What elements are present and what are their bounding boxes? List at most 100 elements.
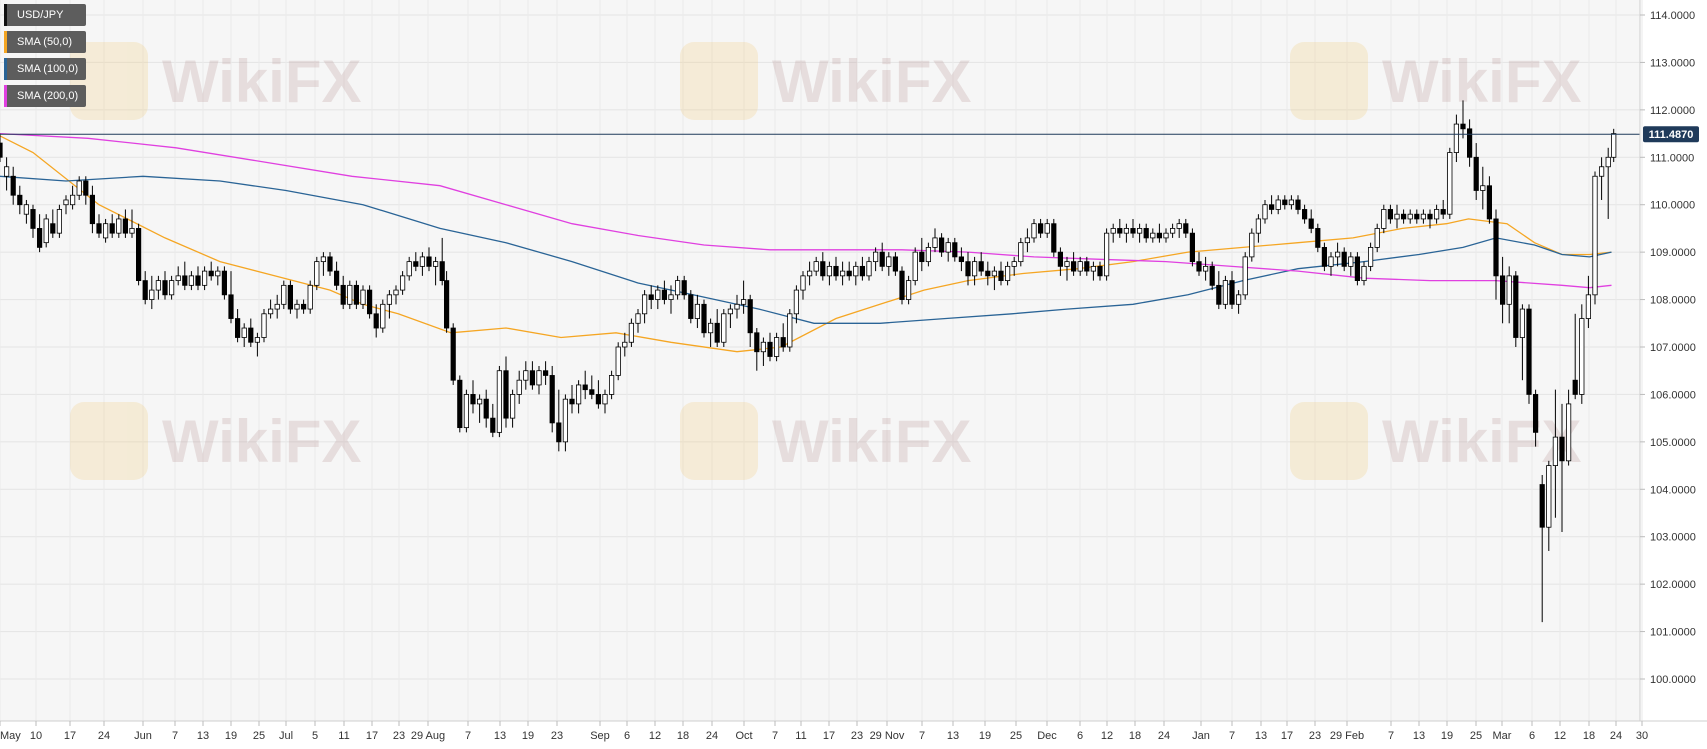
candle-body-up <box>840 270 846 277</box>
candle <box>1533 389 1539 447</box>
candle-body-up <box>56 209 63 234</box>
x-tick-label: Sep <box>590 730 610 742</box>
candle-body-up <box>516 379 522 395</box>
candle-body-down <box>1473 156 1479 191</box>
candle <box>1302 204 1308 224</box>
watermark-text: WikiFX <box>1382 408 1581 475</box>
legend-item-sma-50[interactable]: SMA (50,0) <box>4 31 87 53</box>
y-tick-label: 114.0000 <box>1650 10 1695 22</box>
x-tick-label: 18 <box>1129 730 1141 742</box>
candle-body-up <box>399 275 406 291</box>
candle <box>1090 261 1096 281</box>
candle-body-up <box>1611 133 1617 158</box>
watermark-badge <box>70 402 148 480</box>
candle-body-up <box>43 218 49 244</box>
watermark-badge <box>680 402 758 480</box>
candle <box>1018 237 1024 267</box>
candle-body-down <box>135 228 142 282</box>
candle-body-down <box>899 270 905 300</box>
sma-line-100 <box>0 175 1612 324</box>
candle-body-down <box>688 294 694 319</box>
candle-body-up <box>386 294 393 305</box>
y-tick-label: 105.0000 <box>1650 437 1696 449</box>
candle-body-down <box>0 142 3 158</box>
candle <box>1097 261 1103 281</box>
x-tick-label: Jun <box>134 730 152 742</box>
x-tick-label: 13 <box>494 730 506 742</box>
candle-body-down <box>1460 123 1466 130</box>
candle <box>747 294 753 347</box>
watermark-badge <box>680 42 758 120</box>
candle <box>320 252 327 276</box>
candle-body-up <box>793 289 800 315</box>
candle-body-up <box>76 180 82 196</box>
candle <box>1255 214 1261 243</box>
candle-body-up <box>734 303 740 310</box>
candle-body-up <box>63 199 69 206</box>
candle-body-up <box>1361 265 1367 282</box>
candle-body-up <box>727 308 734 315</box>
candle-body-up <box>254 337 260 343</box>
candle <box>1071 252 1077 276</box>
candle <box>155 275 161 300</box>
candle <box>50 209 56 238</box>
candle <box>261 309 267 343</box>
candle-body-down <box>1282 199 1288 206</box>
candle-body-down <box>1216 284 1222 305</box>
candle-body-down <box>595 394 602 405</box>
candle-body-down <box>470 394 476 405</box>
candle-body-up <box>741 299 747 305</box>
x-tick-label: 11 <box>338 730 349 742</box>
candle <box>978 252 984 276</box>
candle-body-up <box>419 256 426 267</box>
candle-body-up <box>1110 228 1116 234</box>
x-tick-label: 7 <box>1388 730 1394 742</box>
legend-item-usdjpy[interactable]: USD/JPY <box>4 4 87 26</box>
watermark-text: WikiFX <box>772 408 971 475</box>
candle <box>0 133 3 163</box>
candle-body-up <box>925 246 932 263</box>
candle-body-up <box>1328 256 1334 267</box>
candle-body-down <box>754 332 760 353</box>
candle-body-up <box>274 303 280 310</box>
candle-body-up <box>1077 261 1083 272</box>
watermark-text: WikiFX <box>772 48 971 115</box>
candle <box>1038 218 1044 238</box>
candle <box>1579 304 1585 404</box>
watermark-text: WikiFX <box>1382 48 1581 115</box>
candle <box>450 323 456 385</box>
x-tick-label: 17 <box>366 730 378 742</box>
candle-body-up <box>774 337 780 357</box>
candle-body-up <box>23 204 30 215</box>
candle-body-up <box>807 270 813 277</box>
candle <box>1044 218 1050 238</box>
candle <box>1269 195 1275 215</box>
candle-body-down <box>780 337 786 348</box>
candle <box>589 375 595 400</box>
candle <box>234 309 241 343</box>
candle <box>714 309 720 347</box>
candle <box>267 299 274 319</box>
candle <box>149 275 155 310</box>
candle <box>56 204 63 238</box>
x-tick-label: 25 <box>1010 730 1022 742</box>
candle <box>906 275 912 305</box>
candle <box>1341 247 1347 272</box>
x-tick-label: 23 <box>851 730 863 742</box>
legend-item-sma-100[interactable]: SMA (100,0) <box>4 58 87 80</box>
candle-body-up <box>642 294 648 315</box>
candle <box>1209 261 1215 291</box>
x-tick-label: 17 <box>823 730 835 742</box>
candle <box>780 323 786 352</box>
x-tick-label: 12 <box>649 730 661 742</box>
candle-body-up <box>1381 209 1387 229</box>
candle <box>985 261 991 286</box>
candle <box>1401 209 1407 224</box>
candle <box>195 266 201 291</box>
legend-item-sma-200[interactable]: SMA (200,0) <box>4 85 87 107</box>
candle-body-up <box>886 256 892 267</box>
candle <box>122 209 128 238</box>
candle <box>221 266 227 300</box>
candle-body-up <box>241 327 247 338</box>
